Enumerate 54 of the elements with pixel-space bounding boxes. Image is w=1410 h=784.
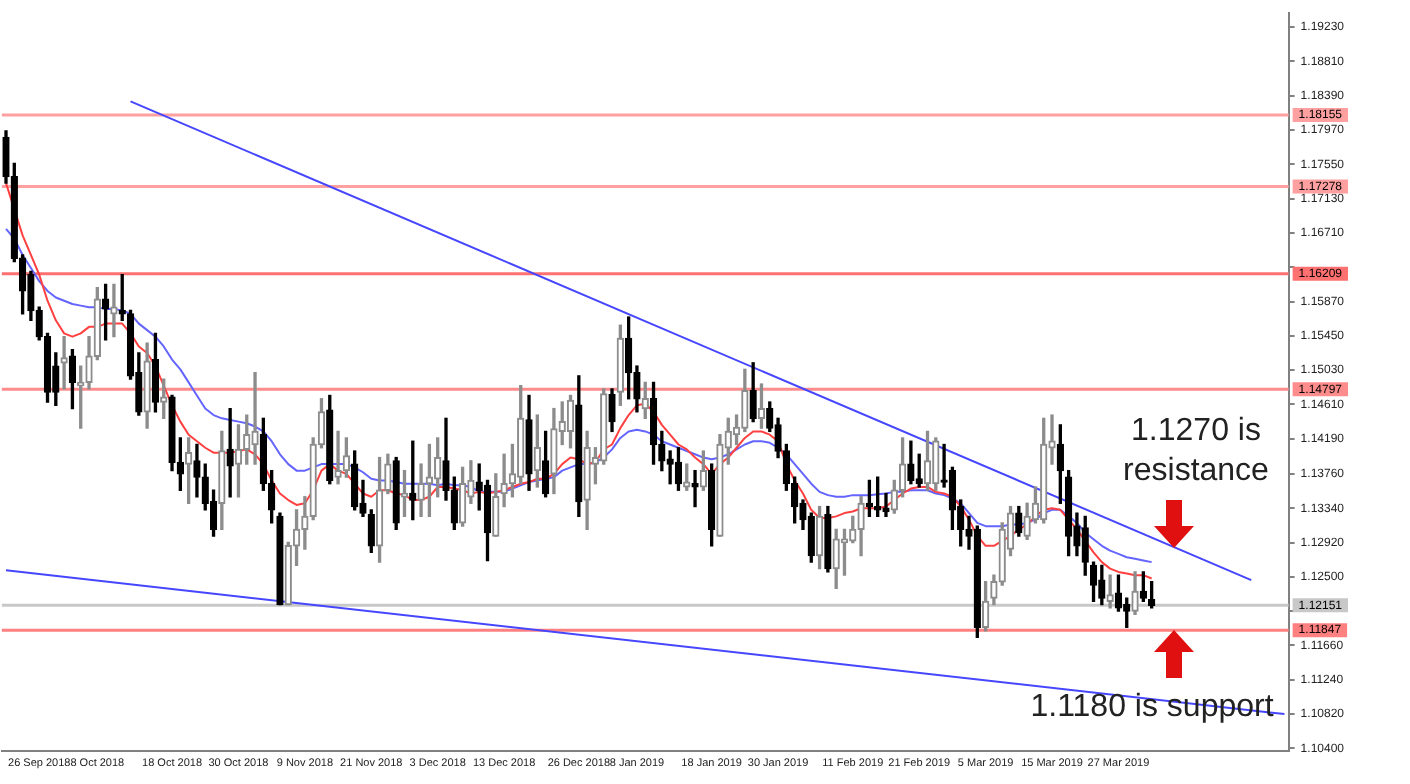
candlestick bbox=[1139, 571, 1147, 602]
candlestick bbox=[865, 479, 874, 518]
candlestick bbox=[409, 440, 417, 521]
candlestick bbox=[583, 430, 591, 531]
candlestick bbox=[184, 437, 193, 504]
candlestick bbox=[691, 469, 699, 508]
candlestick bbox=[707, 463, 716, 547]
candlestick bbox=[1106, 574, 1114, 609]
candlestick bbox=[218, 430, 226, 531]
candlestick bbox=[716, 434, 724, 537]
candlestick bbox=[1123, 597, 1131, 629]
candlestick bbox=[60, 336, 68, 390]
annotation: 1.1270 is resistance bbox=[1121, 412, 1271, 492]
candlestick bbox=[326, 394, 334, 485]
candlestick bbox=[334, 430, 342, 485]
candlestick bbox=[251, 371, 259, 465]
candlestick bbox=[226, 407, 234, 498]
candlestick bbox=[600, 388, 608, 465]
candlestick bbox=[608, 388, 616, 433]
candlestick bbox=[110, 283, 118, 338]
candlestick bbox=[533, 414, 541, 488]
candlestick bbox=[193, 443, 201, 498]
candlestick bbox=[517, 385, 525, 485]
candlestick bbox=[749, 362, 757, 423]
candlestick bbox=[151, 332, 160, 413]
candlestick bbox=[857, 496, 865, 557]
candlestick bbox=[143, 342, 151, 429]
candlestick bbox=[1023, 502, 1031, 540]
candlestick bbox=[1131, 571, 1139, 616]
candlestick bbox=[683, 463, 691, 491]
candlestick bbox=[1040, 417, 1048, 524]
candlestick bbox=[649, 381, 658, 465]
candlestick bbox=[101, 283, 110, 341]
candlestick bbox=[160, 378, 168, 420]
candlestick bbox=[525, 394, 533, 491]
candlestick bbox=[168, 394, 176, 472]
candlestick bbox=[351, 450, 359, 511]
candlestick bbox=[741, 368, 749, 433]
candlestick bbox=[276, 512, 284, 606]
candlestick bbox=[550, 407, 558, 495]
candlestick bbox=[1015, 505, 1023, 537]
candlestick bbox=[342, 437, 351, 478]
candlestick bbox=[400, 469, 409, 518]
candlestick bbox=[699, 450, 708, 491]
candlestick bbox=[541, 430, 550, 498]
candlestick bbox=[923, 430, 932, 491]
candlestick bbox=[575, 375, 583, 518]
candlestick bbox=[458, 466, 467, 527]
candlestick bbox=[882, 492, 890, 518]
candlestick bbox=[616, 324, 624, 406]
candlestick bbox=[392, 456, 400, 531]
candlestick bbox=[417, 463, 425, 518]
candlestick bbox=[824, 505, 832, 573]
candlestick bbox=[1098, 564, 1106, 606]
